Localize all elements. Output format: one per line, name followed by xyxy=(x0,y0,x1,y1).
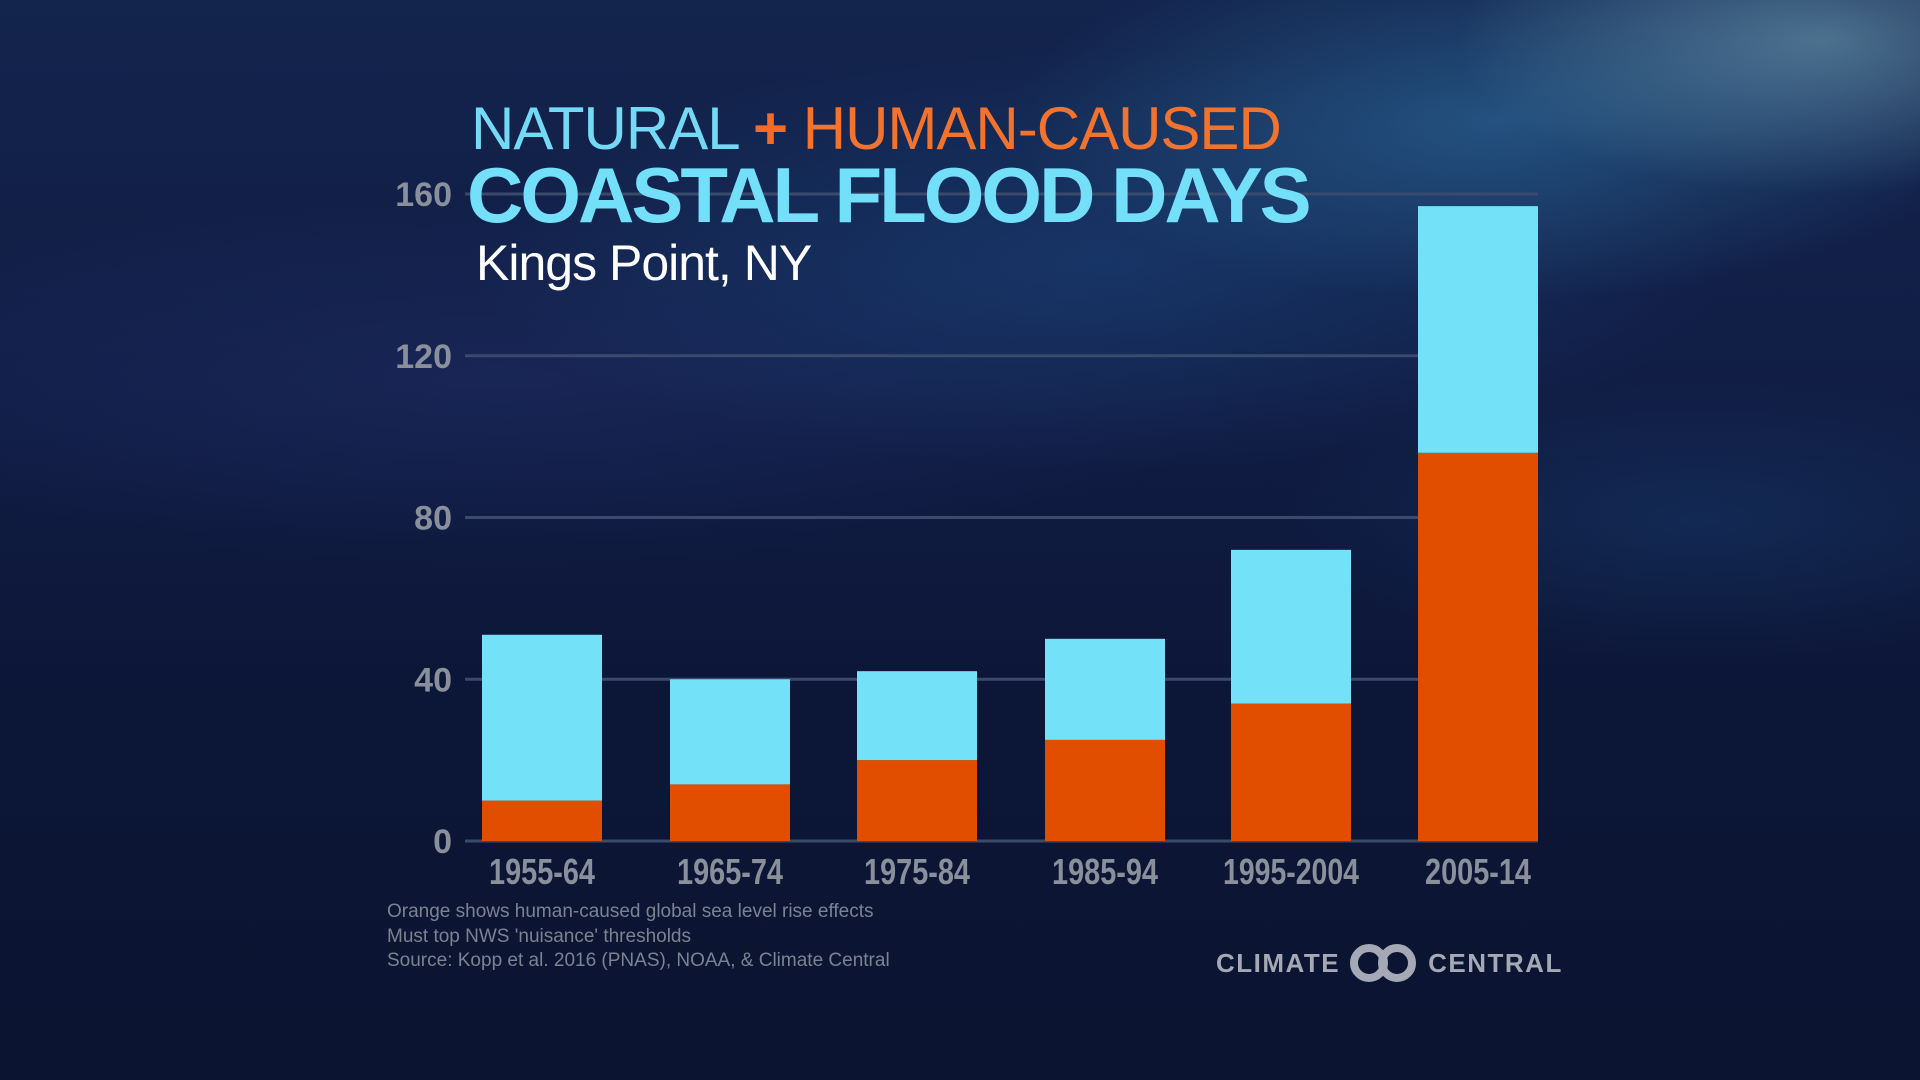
bar-segment-natural xyxy=(857,671,977,761)
chart-title-line1: NATURAL + HUMAN-CAUSED xyxy=(471,94,1282,163)
y-tick-label: 40 xyxy=(414,661,452,699)
bar-segment-human-caused xyxy=(857,760,977,841)
bar-stack-1995-2004 xyxy=(1231,549,1351,841)
bar-segment-human-caused xyxy=(670,784,790,841)
bar-stack-1965-74 xyxy=(670,679,790,841)
bar-stack-1975-84 xyxy=(857,671,977,841)
y-tick-label: 80 xyxy=(414,500,452,538)
x-tick-label: 1975-84 xyxy=(864,851,970,892)
bar-segment-natural xyxy=(482,634,602,801)
footnote-source: Source: Kopp et al. 2016 (PNAS), NOAA, &… xyxy=(387,950,890,971)
logo-text-climate: CLIMATE xyxy=(1216,947,1341,978)
bar-stack-2005-14 xyxy=(1418,206,1538,841)
bar-segment-natural xyxy=(1418,206,1538,453)
chart-title-line2: COASTAL FLOOD DAYS xyxy=(467,151,1312,239)
footnote-threshold: Must top NWS 'nuisance' thresholds xyxy=(387,925,691,947)
bar-segment-natural xyxy=(1231,549,1351,704)
y-tick-label: 0 xyxy=(433,823,452,861)
bar-segment-human-caused xyxy=(482,800,602,841)
bar-segment-human-caused xyxy=(1045,739,1165,841)
bar-segment-natural xyxy=(1045,638,1165,740)
climate-central-rings-icon xyxy=(1348,942,1420,984)
y-tick-label: 120 xyxy=(395,338,452,376)
bar-stack-1985-94 xyxy=(1045,638,1165,841)
logo-text-central: CENTRAL xyxy=(1428,947,1563,978)
bar-stack-1955-64 xyxy=(482,634,602,841)
chart-subtitle-location: Kings Point, NY xyxy=(476,235,812,291)
title-human-caused: HUMAN-CAUSED xyxy=(802,95,1282,162)
y-tick-label: 160 xyxy=(395,176,452,214)
x-tick-label: 1965-74 xyxy=(677,851,783,892)
footnotes: Orange shows human-caused global sea lev… xyxy=(387,900,890,974)
footnote-orange-meaning: Orange shows human-caused global sea lev… xyxy=(387,901,874,922)
gridlines xyxy=(465,192,1538,843)
x-tick-label: 1985-94 xyxy=(1052,851,1158,892)
y-axis-ticks: 0 40 80 120 160 xyxy=(395,176,452,861)
bars xyxy=(482,206,1538,841)
x-tick-label: 2005-14 xyxy=(1425,851,1531,892)
bar-segment-natural xyxy=(670,679,790,785)
title-plus: + xyxy=(753,95,788,162)
bar-segment-human-caused xyxy=(1231,703,1351,841)
x-axis-labels: 1955-64 1965-74 1975-84 1985-94 1995-2004 200… xyxy=(489,851,1531,892)
x-tick-label: 1955-64 xyxy=(489,851,595,892)
climate-central-logo: CLIMATE CENTRAL xyxy=(1216,940,1563,986)
x-tick-label: 1995-2004 xyxy=(1223,851,1359,892)
bar-segment-human-caused xyxy=(1418,452,1538,841)
title-natural: NATURAL xyxy=(471,95,738,162)
